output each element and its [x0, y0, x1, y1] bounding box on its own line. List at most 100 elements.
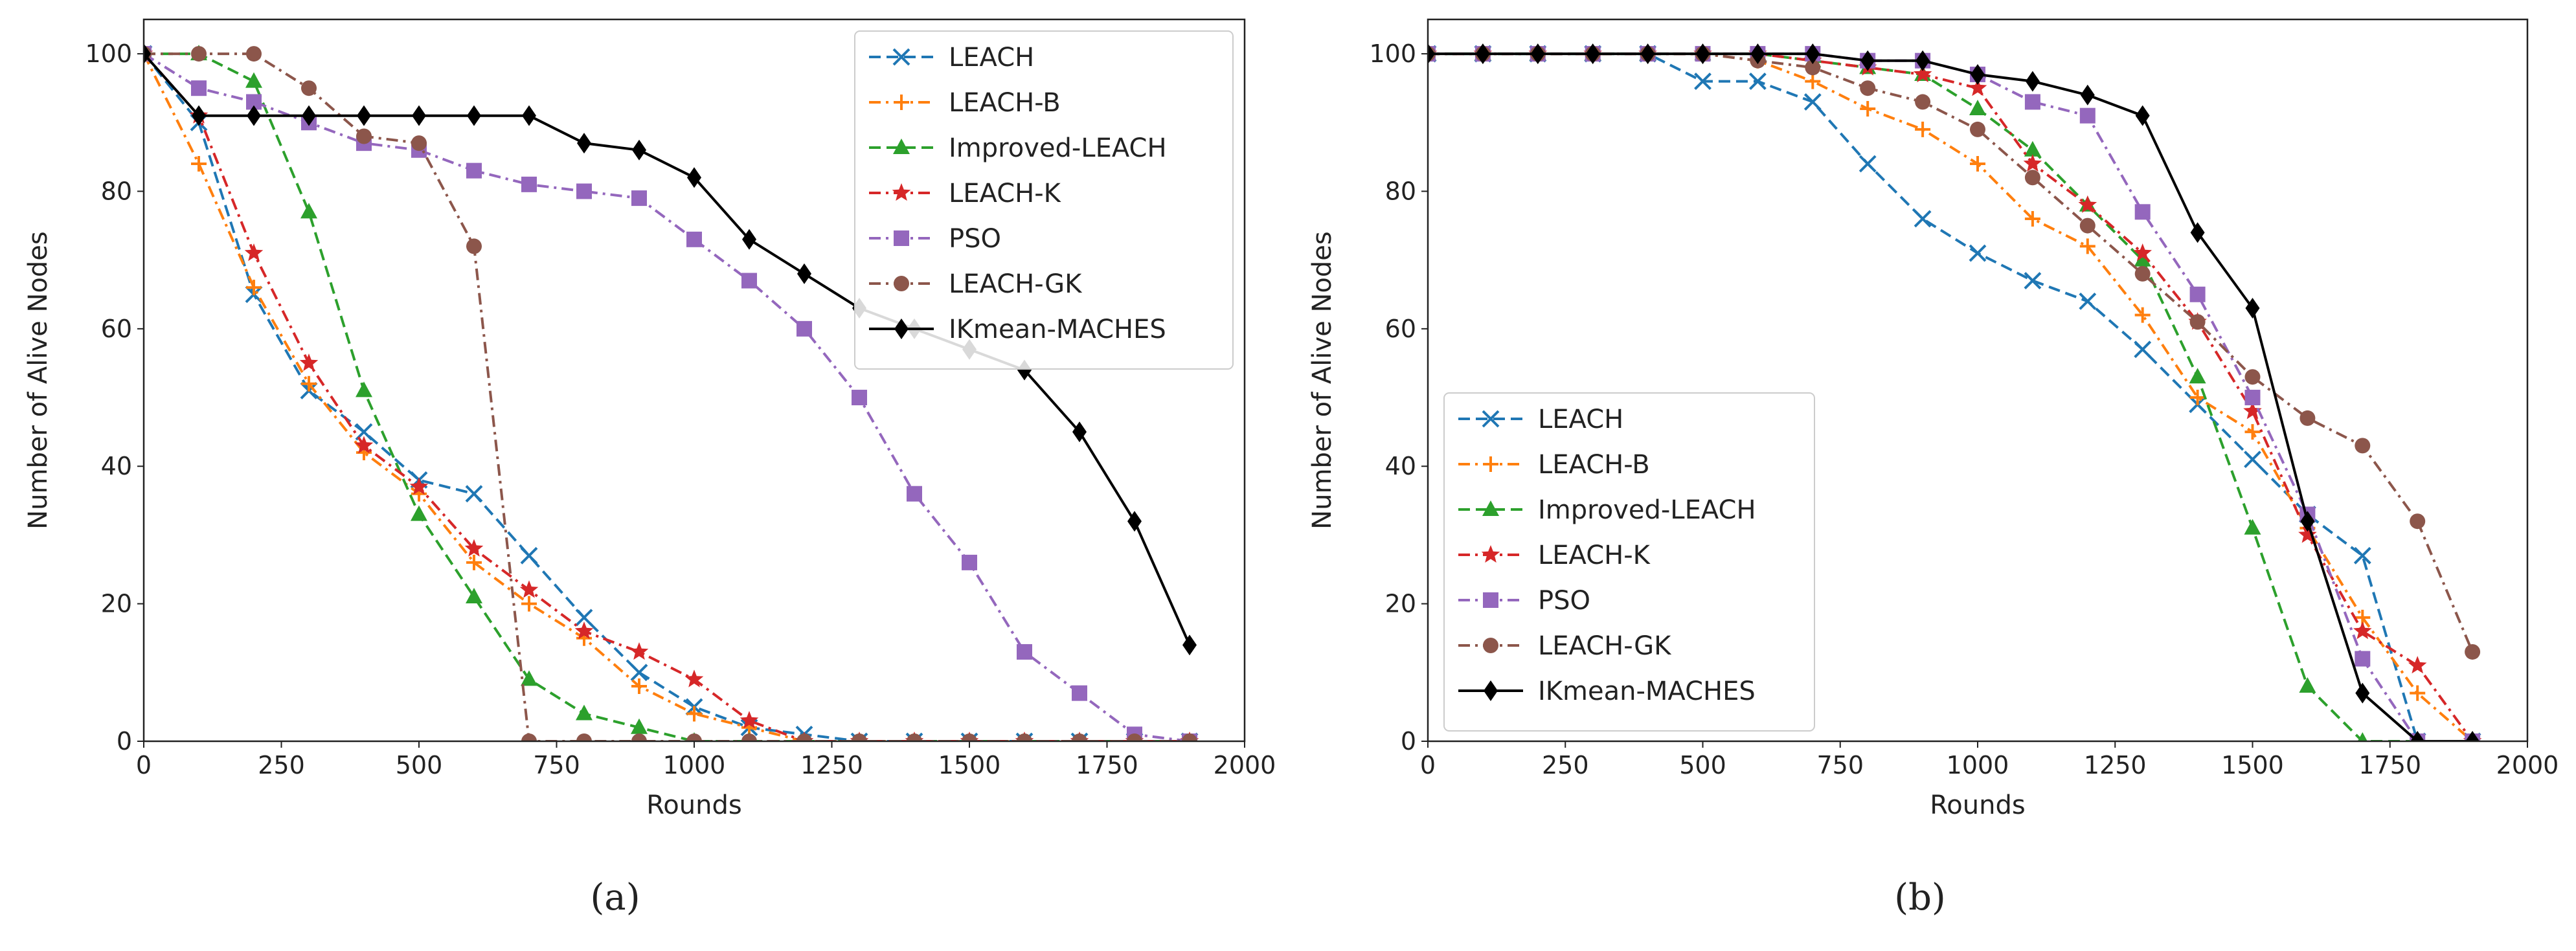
data-point-leach-gk [2410, 513, 2426, 530]
data-point-ikmean-maches [2300, 511, 2315, 532]
x-tick-label: 750 [533, 751, 580, 779]
data-point-ikmean-maches [412, 105, 426, 126]
data-point-ikmean-maches [2135, 105, 2150, 126]
data-point-ikmean-maches [1530, 43, 1545, 65]
data-point-leach-gk [1127, 733, 1142, 741]
data-point-leach-k [1968, 78, 1987, 96]
y-tick-label: 60 [101, 315, 132, 343]
data-point-pso [852, 390, 867, 406]
data-point-leach [575, 609, 593, 627]
data-point-leach-gk [2024, 170, 2040, 186]
panel-caption: (b) [1894, 877, 1946, 919]
x-tick-label: 1000 [663, 751, 726, 779]
y-tick-label: 80 [101, 177, 132, 205]
data-point-leach-k [2243, 401, 2262, 420]
data-point-improved-leach [411, 505, 427, 521]
legend-label-pso: PSO [1538, 586, 1590, 616]
legend-marker-leach-k [1481, 545, 1500, 563]
data-point-leach-b [466, 554, 482, 570]
data-point-leach-gk [1860, 80, 1876, 96]
data-point-leach-gk [2355, 438, 2371, 454]
series-line-leach [144, 52, 1190, 741]
series-line-leach-k [144, 52, 1190, 741]
data-point-pso [2244, 390, 2261, 406]
legend-box [1443, 392, 1815, 732]
data-point-pso [686, 231, 702, 247]
data-point-improved-leach [300, 203, 317, 219]
data-point-leach-gk [2189, 314, 2206, 330]
data-point-pso [2024, 94, 2040, 110]
data-point-ikmean-maches [302, 105, 316, 126]
data-point-leach-b [1915, 121, 1931, 137]
data-point-ikmean-maches [577, 133, 591, 154]
x-tick-label: 1250 [800, 751, 863, 779]
series-group [144, 43, 1199, 741]
x-tick-label: 1750 [1076, 751, 1138, 779]
legend-marker-pso [1483, 592, 1498, 608]
data-point-ikmean-maches [247, 105, 261, 126]
data-point-leach [520, 546, 538, 565]
data-point-improved-leach [245, 72, 262, 88]
y-tick-label: 40 [1385, 452, 1416, 480]
data-point-ikmean-maches [1750, 43, 1765, 65]
data-point-ikmean-maches [742, 229, 756, 250]
data-point-ikmean-maches [797, 263, 811, 284]
data-point-leach-k [409, 477, 429, 495]
y-tick-label: 60 [1385, 315, 1416, 343]
data-point-leach-k [519, 580, 539, 598]
data-point-leach-gk [1072, 733, 1087, 741]
data-point-pso [907, 486, 922, 502]
data-point-improved-leach [2357, 732, 2367, 741]
data-point-pso [576, 183, 592, 199]
data-point-ikmean-maches [1127, 511, 1142, 532]
x-tick-label: 250 [258, 751, 305, 779]
legend-label-ikmean-maches: IKmean-MACHES [949, 315, 1166, 344]
data-point-leach-gk [962, 733, 977, 741]
legend-label-improved-leach: Improved-LEACH [1538, 495, 1756, 525]
x-axis-title: Rounds [1930, 790, 2025, 820]
data-point-leach-k [2298, 525, 2317, 543]
data-point-ikmean-maches [2245, 298, 2260, 319]
data-point-ikmean-maches [1695, 43, 1710, 65]
data-point-ikmean-maches [1585, 43, 1600, 65]
data-point-ikmean-maches [522, 105, 536, 126]
x-tick-label: 1500 [938, 751, 1001, 779]
data-point-leach [2244, 451, 2261, 469]
y-tick-label: 40 [101, 452, 132, 480]
data-point-leach-b [686, 706, 702, 722]
data-point-leach-gk [576, 733, 592, 741]
legend-label-leach: LEACH [949, 43, 1034, 73]
y-axis-title: Number of Alive Nodes [23, 231, 53, 530]
data-point-pso [631, 190, 647, 207]
data-point-leach-gk [2134, 265, 2151, 282]
legend-label-pso: PSO [949, 224, 1001, 254]
data-point-leach [2353, 546, 2371, 565]
x-tick-label: 750 [1816, 751, 1864, 779]
data-point-leach-k [2133, 243, 2152, 262]
data-point-pso [191, 80, 207, 96]
data-point-leach [1803, 93, 1822, 111]
data-point-ikmean-maches [1860, 50, 1875, 71]
data-point-ikmean-maches [687, 167, 701, 188]
data-point-leach [1748, 73, 1767, 90]
x-axis-title: Rounds [646, 790, 741, 820]
data-point-ikmean-maches [1915, 50, 1930, 71]
x-tick-label: 500 [396, 751, 443, 779]
data-point-improved-leach [2024, 140, 2041, 157]
legend-marker-leach [1482, 410, 1500, 428]
x-tick-label: 250 [1542, 751, 1589, 779]
data-point-leach-gk [907, 733, 922, 741]
data-point-leach-gk [356, 128, 372, 144]
data-point-ikmean-maches [1072, 421, 1087, 443]
legend-box [854, 30, 1234, 370]
data-point-pso [466, 162, 482, 179]
data-point-leach-gk [411, 135, 427, 151]
data-point-leach-k [2353, 621, 2372, 640]
legend-label-leach-k: LEACH-K [949, 179, 1062, 208]
legend-marker-ikmean-maches [894, 319, 909, 339]
data-point-leach [630, 664, 648, 682]
x-tick-label: 1000 [1947, 751, 2009, 779]
data-point-leach-gk [1805, 60, 1821, 76]
data-point-leach-b [2189, 390, 2206, 406]
